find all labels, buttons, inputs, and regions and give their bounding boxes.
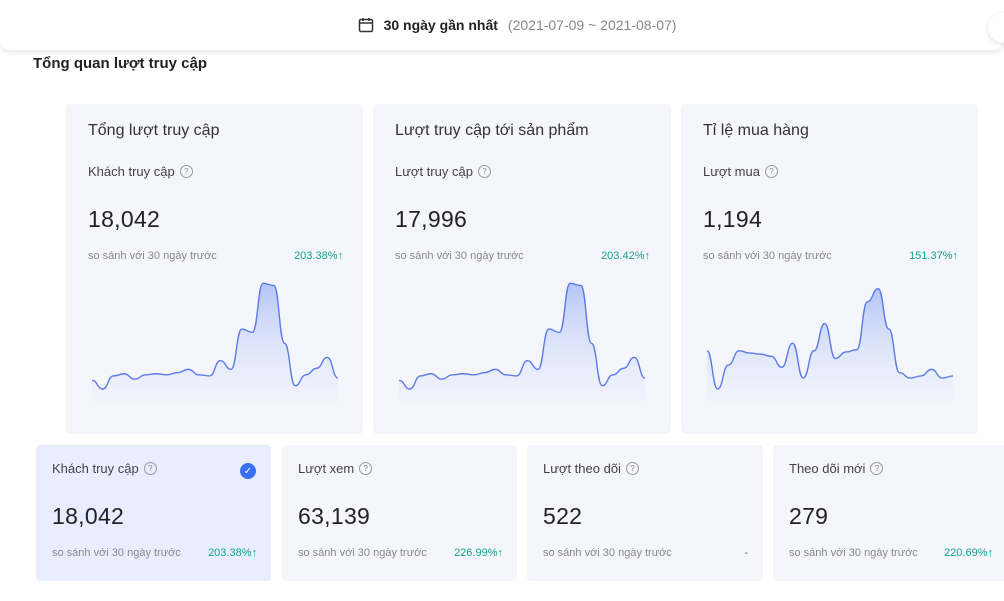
sparkline-line	[706, 288, 954, 390]
date-filter-bar: 30 ngày gần nhất (2021-07-09 ~ 2021-08-0…	[0, 0, 1004, 50]
question-icon[interactable]: ?	[143, 462, 157, 475]
card-title: Lượt truy cập tới sản phẩm	[395, 122, 589, 139]
compare-text: so sánh với 30 ngày trước	[543, 547, 672, 559]
compare-row: so sánh với 30 ngày trước 203.38%↑	[52, 547, 257, 559]
question-icon[interactable]: ?	[179, 165, 193, 178]
metric-label: Khách truy cập ?	[88, 164, 193, 179]
question-icon[interactable]: ?	[764, 165, 778, 178]
arrow-up-icon: ↑	[337, 250, 344, 262]
compare-pct: 203.42%↑	[601, 250, 650, 262]
bottom-card-followers[interactable]: Lượt theo dõi ? 522 so sánh với 30 ngày …	[527, 445, 763, 581]
sparkline-area	[399, 283, 645, 402]
metric-value: 17,996	[395, 206, 468, 232]
metric-value: 18,042	[52, 503, 125, 529]
arrow-up-icon: ↑	[952, 250, 959, 262]
compare-pct-value: 226.99%	[454, 547, 498, 559]
metric-label-text: Lượt theo dõi	[543, 461, 621, 476]
compare-pct-value: 220.69%	[944, 547, 988, 559]
metric-label: Lượt truy cập ?	[395, 164, 491, 179]
sparkline-chart	[706, 288, 954, 402]
arrow-up-icon: ↑	[644, 250, 651, 262]
metric-label: Lượt xem ?	[298, 461, 373, 476]
card-title: Tổng lượt truy cập	[88, 122, 220, 139]
question-icon[interactable]: ?	[359, 462, 373, 475]
compare-row: so sánh với 30 ngày trước 220.69%↑	[789, 547, 993, 559]
compare-pct-value: 203.42%	[601, 250, 645, 262]
compare-row: so sánh với 30 ngày trước 203.38%↑	[88, 250, 343, 262]
bottom-card-new-followers[interactable]: Theo dõi mới ? 279 so sánh với 30 ngày t…	[773, 445, 1004, 581]
compare-text: so sánh với 30 ngày trước	[298, 547, 427, 559]
bottom-card-visitors[interactable]: Khách truy cập ? ✓ 18,042 so sánh với 30…	[36, 445, 271, 581]
compare-pct-value: 203.38%	[208, 547, 252, 559]
compare-pct-value: -	[744, 547, 748, 559]
top-card-total-visits[interactable]: Tổng lượt truy cập Khách truy cập ? 18,0…	[66, 104, 363, 434]
arrow-up-icon: ↑	[987, 547, 994, 559]
compare-pct-value: 151.37%	[909, 250, 953, 262]
question-icon[interactable]: ?	[625, 462, 639, 475]
compare-pct: 220.69%↑	[944, 547, 993, 559]
bottom-card-views[interactable]: Lượt xem ? 63,139 so sánh với 30 ngày tr…	[282, 445, 517, 581]
check-circle-icon: ✓	[240, 463, 256, 479]
metric-value: 1,194	[703, 206, 763, 232]
sparkline-line	[91, 282, 339, 390]
calendar-icon	[358, 18, 373, 33]
sparkline-chart	[91, 282, 339, 402]
compare-row: so sánh với 30 ngày trước 203.42%↑	[395, 250, 650, 262]
date-range-selector[interactable]: 30 ngày gần nhất (2021-07-09 ~ 2021-08-0…	[358, 17, 677, 33]
top-card-purchase-rate[interactable]: Tỉ lệ mua hàng Lượt mua ? 1,194 so sánh …	[681, 104, 978, 434]
question-icon[interactable]: ?	[477, 165, 491, 178]
arrow-up-icon: ↑	[251, 547, 258, 559]
compare-text: so sánh với 30 ngày trước	[703, 250, 832, 262]
metric-label-text: Khách truy cập	[52, 461, 139, 476]
compare-text: so sánh với 30 ngày trước	[789, 547, 918, 559]
compare-text: so sánh với 30 ngày trước	[395, 250, 524, 262]
download-button[interactable]	[988, 13, 1004, 43]
compare-pct: 203.38%↑	[294, 250, 343, 262]
top-card-product-visits[interactable]: Lượt truy cập tới sản phẩm Lượt truy cập…	[373, 104, 671, 434]
metric-label-text: Lượt truy cập	[395, 164, 473, 179]
compare-pct: 203.38%↑	[208, 547, 257, 559]
metric-label-text: Theo dõi mới	[789, 461, 866, 476]
sparkline-area	[92, 283, 338, 402]
compare-pct: 151.37%↑	[909, 250, 958, 262]
metric-label: Lượt mua ?	[703, 164, 778, 179]
date-range-dates: (2021-07-09 ~ 2021-08-07)	[507, 17, 677, 33]
metric-value: 63,139	[298, 503, 371, 529]
metric-label-text: Khách truy cập	[88, 164, 175, 179]
metric-label: Lượt theo dõi ?	[543, 461, 639, 476]
section-title: Tổng quan lượt truy cập	[33, 55, 208, 72]
compare-row: so sánh với 30 ngày trước -	[543, 547, 748, 559]
compare-row: so sánh với 30 ngày trước 226.99%↑	[298, 547, 503, 559]
card-title: Tỉ lệ mua hàng	[703, 122, 809, 139]
date-range-label: 30 ngày gần nhất	[383, 17, 498, 33]
compare-pct-value: 203.38%	[294, 250, 338, 262]
metric-label: Khách truy cập ?	[52, 461, 157, 476]
sparkline-line	[398, 282, 646, 390]
metric-value: 18,042	[88, 206, 161, 232]
arrow-up-icon: ↑	[497, 547, 504, 559]
compare-text: so sánh với 30 ngày trước	[88, 250, 217, 262]
question-icon[interactable]: ?	[870, 462, 884, 475]
metric-label-text: Lượt mua	[703, 164, 760, 179]
metric-label: Theo dõi mới ?	[789, 461, 884, 476]
sparkline-chart	[398, 282, 646, 402]
metric-value: 279	[789, 503, 829, 529]
compare-pct: 226.99%↑	[454, 547, 503, 559]
compare-text: so sánh với 30 ngày trước	[52, 547, 181, 559]
metric-label-text: Lượt xem	[298, 461, 355, 476]
metric-value: 522	[543, 503, 583, 529]
compare-row: so sánh với 30 ngày trước 151.37%↑	[703, 250, 958, 262]
